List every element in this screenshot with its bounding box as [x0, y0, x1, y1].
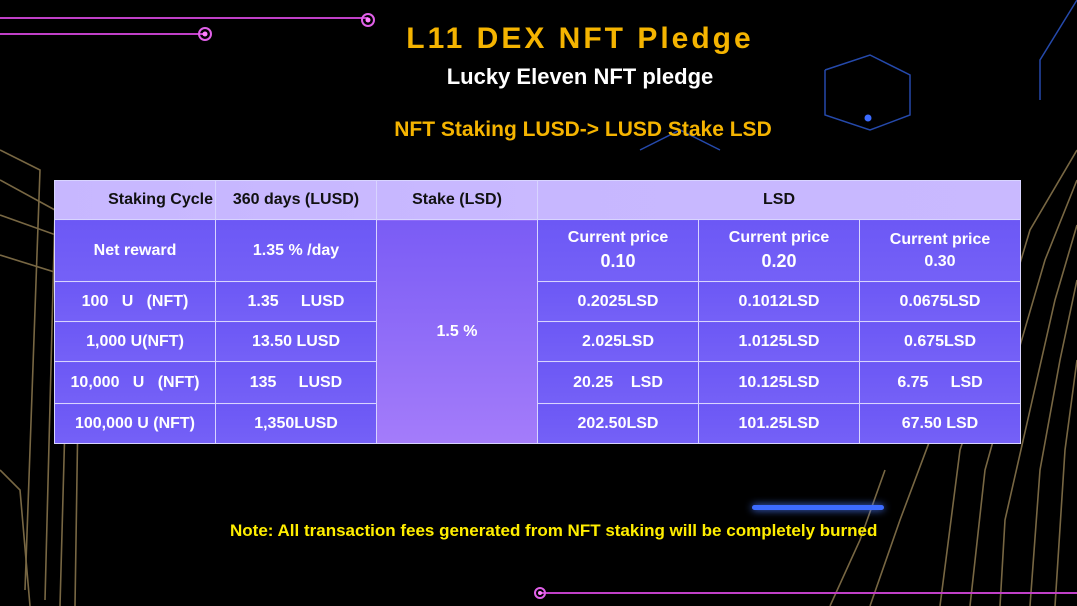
- current-price-label: Current price: [889, 230, 991, 248]
- current-price-value: 0.10: [600, 251, 636, 271]
- net-reward-row: Net reward 1.35 % /day 1.5 % Current pri…: [54, 219, 1021, 444]
- header-days: 360 days (LUSD): [215, 180, 377, 220]
- table-row: 100 U (NFT) 1.35 LUSD 0.2025LSD 0.1012LS…: [54, 281, 1021, 322]
- lsd-reward: 0.0675LSD: [859, 281, 1021, 322]
- current-price-label: Current price: [567, 229, 669, 246]
- page-title: L11 DEX NFT Pledge: [406, 22, 754, 55]
- nft-amount: 1,000 U(NFT): [54, 321, 216, 362]
- lsd-reward: 67.50 LSD: [859, 403, 1021, 444]
- lsd-reward: 0.1012LSD: [698, 281, 860, 322]
- lsd-reward: 10.125LSD: [698, 361, 860, 404]
- lusd-amount: 1.35 LUSD: [215, 281, 377, 322]
- current-price-cell: Current price 0.10: [537, 219, 699, 282]
- lsd-reward: 20.25 LSD: [537, 361, 699, 404]
- header-stake: Stake (LSD): [376, 180, 538, 220]
- current-price-label: Current price: [728, 229, 830, 246]
- header-staking-cycle: Staking Cycle: [54, 180, 216, 220]
- lsd-reward: 0.2025LSD: [537, 281, 699, 322]
- lsd-reward: 0.675LSD: [859, 321, 1021, 362]
- current-price-cell: Current price 0.20: [698, 219, 860, 282]
- lusd-amount: 1,350LUSD: [215, 403, 377, 444]
- header-lsd: LSD: [537, 180, 1021, 220]
- current-price-value: 0.30: [924, 252, 956, 270]
- table-row: 1,000 U(NFT) 13.50 LUSD 2.025LSD 1.0125L…: [54, 321, 1021, 362]
- staking-table: Staking Cycle 360 days (LUSD) Stake (LSD…: [54, 180, 1021, 444]
- lsd-reward: 2.025LSD: [537, 321, 699, 362]
- lsd-reward: 6.75 LSD: [859, 361, 1021, 404]
- lsd-reward: 202.50LSD: [537, 403, 699, 444]
- current-price-value: 0.20: [761, 251, 797, 271]
- table-header-row: Staking Cycle 360 days (LUSD) Stake (LSD…: [54, 180, 1021, 220]
- nft-amount: 10,000 U (NFT): [54, 361, 216, 404]
- lusd-amount: 135 LUSD: [215, 361, 377, 404]
- table-row: 100,000 U (NFT) 1,350LUSD 202.50LSD 101.…: [54, 403, 1021, 444]
- page-subtitle: Lucky Eleven NFT pledge: [446, 64, 714, 89]
- accent-bar: [752, 505, 884, 510]
- net-reward-label: Net reward: [54, 219, 216, 282]
- lsd-reward: 101.25LSD: [698, 403, 860, 444]
- lsd-reward: 1.0125LSD: [698, 321, 860, 362]
- nft-amount: 100,000 U (NFT): [54, 403, 216, 444]
- current-price-cell: Current price 0.30: [859, 219, 1021, 282]
- nft-amount: 100 U (NFT): [54, 281, 216, 322]
- table-row: 10,000 U (NFT) 135 LUSD 20.25 LSD 10.125…: [54, 361, 1021, 404]
- net-reward-value: 1.35 % /day: [215, 219, 377, 282]
- fee-burn-note: Note: All transaction fees generated fro…: [230, 521, 878, 540]
- lusd-amount: 13.50 LUSD: [215, 321, 377, 362]
- staking-heading: NFT Staking LUSD-> LUSD Stake LSD: [394, 118, 772, 141]
- stake-rate: 1.5 %: [376, 219, 538, 444]
